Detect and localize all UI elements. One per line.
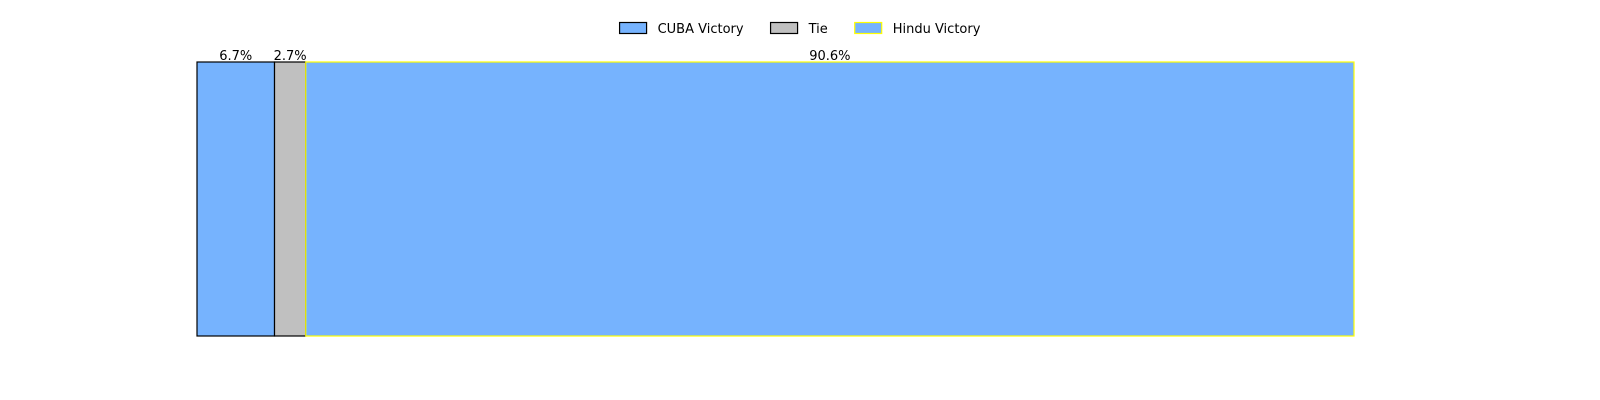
legend-label-tie: Tie (808, 22, 828, 37)
legend-label-cuba-victory: CUBA Victory (658, 22, 744, 37)
legend-label-hindu-victory: Hindu Victory (893, 22, 981, 37)
bar-segment-hindu-victory (305, 61, 1355, 337)
legend-swatch-cuba-victory (618, 21, 648, 35)
data-labels: 6.7% 2.7% 90.6% (219, 49, 850, 64)
bar-segment-tie (273, 61, 307, 337)
data-label-cuba-victory: 6.7% (219, 49, 252, 64)
legend-swatch-tie (769, 21, 799, 35)
legend-swatch-hindu-victory (854, 21, 883, 35)
bar-stack (196, 61, 1355, 337)
data-label-tie: 2.7% (274, 49, 307, 64)
bar-segment-cuba-victory (196, 61, 276, 337)
data-label-hindu-victory: 90.6% (809, 49, 850, 64)
legend: CUBA Victory Tie Hindu Victory (618, 21, 981, 37)
